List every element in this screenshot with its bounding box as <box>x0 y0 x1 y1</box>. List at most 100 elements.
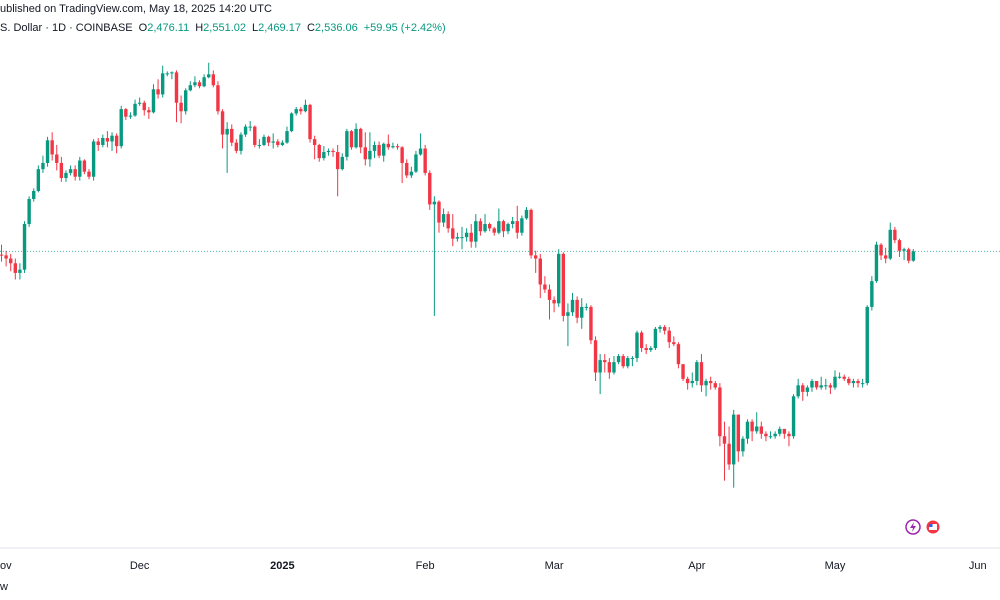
candle-body <box>312 139 317 145</box>
candle-body <box>690 380 694 384</box>
candle-body <box>18 269 22 273</box>
candle-body <box>101 137 105 145</box>
ohlc-label: O <box>138 22 148 34</box>
candle-body <box>91 141 96 177</box>
ohlc-label: L <box>252 22 259 34</box>
candle-body <box>902 249 906 251</box>
candle-body <box>658 326 662 329</box>
candle-body <box>105 137 110 142</box>
x-tick-label: Feb <box>416 560 435 572</box>
candle-body <box>133 103 137 116</box>
candle-body <box>616 356 621 363</box>
candle-body <box>303 104 308 112</box>
candle-body <box>580 306 584 318</box>
candle-body <box>529 209 533 256</box>
candle-body <box>607 362 612 373</box>
candle-body <box>400 147 404 163</box>
candle-body <box>911 251 915 261</box>
candle-body <box>114 135 119 147</box>
candle-body <box>349 131 354 148</box>
x-tick-label: May <box>825 560 846 572</box>
candle-body <box>731 414 736 465</box>
candle-body <box>796 385 800 397</box>
candle-body <box>478 221 483 232</box>
candle-body <box>202 77 206 87</box>
x-tick-label: Apr <box>688 560 705 572</box>
candle-body <box>363 147 367 160</box>
candle-body <box>230 128 234 143</box>
candle-body <box>216 85 220 112</box>
candle-body <box>727 443 731 465</box>
x-tick-label: Jun <box>969 560 987 572</box>
source-note: ublished on TradingView.com, May 18, 202… <box>0 3 272 15</box>
candle-body <box>492 228 496 233</box>
candle-body <box>824 385 828 387</box>
candle-body <box>4 255 8 259</box>
candle-body <box>626 358 630 367</box>
candle-body <box>119 109 123 147</box>
candle-body <box>234 142 239 151</box>
flag-icon-glyph <box>929 524 933 527</box>
candle-body <box>193 82 197 86</box>
ohlc-label: C <box>306 22 315 34</box>
candle-body <box>469 232 473 242</box>
candle-body <box>561 253 566 316</box>
candle-body <box>147 110 151 113</box>
candle-body <box>184 90 188 112</box>
candle-body <box>372 144 377 151</box>
candle-body <box>211 74 216 86</box>
candle-body <box>750 421 754 432</box>
candle-body <box>773 433 777 437</box>
candle-body <box>391 146 395 148</box>
candle-body <box>870 281 874 307</box>
candle-body <box>243 126 248 135</box>
x-tick-label: Dec <box>130 560 150 572</box>
candle-body <box>137 102 142 104</box>
candle-body <box>888 229 892 259</box>
candle-body <box>860 383 865 385</box>
candle-body <box>856 380 860 384</box>
candle-body <box>501 221 506 232</box>
candle-body <box>276 141 280 145</box>
candle-body <box>257 144 262 146</box>
candle-body <box>681 364 685 379</box>
candle-body <box>151 89 156 113</box>
candle-body <box>160 73 165 95</box>
candle-body <box>405 162 409 176</box>
candle-body <box>814 380 819 388</box>
candle-body <box>32 190 36 199</box>
candle-body <box>791 396 796 437</box>
candle-body <box>837 376 842 378</box>
candle-body <box>515 221 519 233</box>
candle-body <box>340 156 344 170</box>
candle-body <box>510 221 515 225</box>
candle-body <box>805 387 810 392</box>
candle-body <box>45 140 50 163</box>
candle-body <box>474 221 478 242</box>
candle-body <box>55 154 59 163</box>
candle-body <box>266 136 271 143</box>
candle-body <box>225 128 229 135</box>
candle-body <box>280 142 285 145</box>
symbol-legend: S. Dollar · 1D · COINBASE O 2,476.11 H 2,5… <box>0 22 446 34</box>
candle-body <box>557 253 561 304</box>
candle-body <box>575 299 579 318</box>
icons <box>905 519 941 535</box>
ohlc-label: H <box>195 22 204 34</box>
candle-body <box>428 172 432 205</box>
candle-body <box>36 169 41 191</box>
candle-body <box>695 362 699 381</box>
candle-body <box>345 131 349 157</box>
candle-body <box>78 160 82 177</box>
candle-body <box>262 136 266 145</box>
candle-body <box>552 299 556 304</box>
candle-body <box>708 380 713 384</box>
candle-body <box>755 426 759 432</box>
candle-body <box>662 326 667 331</box>
candle-body <box>156 89 160 95</box>
candle-body <box>239 134 243 151</box>
candle-body <box>819 385 823 388</box>
candle-body <box>851 380 856 384</box>
candle-body <box>285 131 289 143</box>
candle-body <box>520 218 524 233</box>
